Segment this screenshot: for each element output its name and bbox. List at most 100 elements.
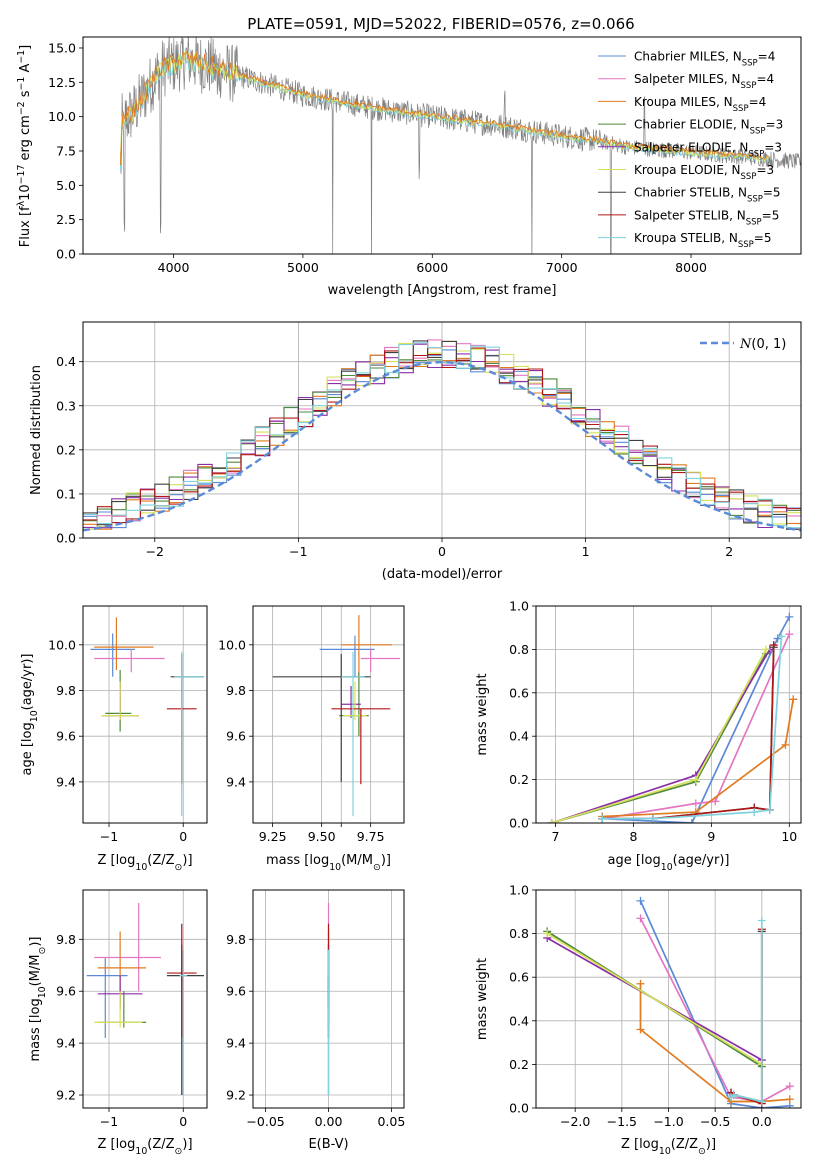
spectrum-ytick-label: 5.0	[56, 178, 76, 193]
y-axis-label: mass weight	[475, 958, 490, 1040]
axes-frame	[82, 605, 208, 824]
weight-Z-xtick-label: 0.0	[752, 1114, 772, 1129]
age-Z-xtick-label: 0	[179, 829, 187, 844]
y-axis-label-part: (age/yr)]	[20, 654, 35, 711]
mass-Z-xtick-label: 0	[179, 1114, 187, 1129]
weight-marker	[785, 630, 794, 639]
errorbar-point	[331, 708, 391, 785]
legend-entry: Kroupa STELIB, NSSP=5	[634, 231, 772, 250]
legend-entry-part: SSP	[741, 81, 757, 91]
legend-entry: Kroupa ELODIE, NSSP=3	[634, 163, 774, 182]
y-axis-label: Normed distribution	[29, 365, 44, 495]
spectrum-xtick-label: 4000	[158, 260, 190, 275]
residuals-ytick-label: 0.1	[56, 486, 76, 501]
axes-frame	[252, 605, 405, 824]
legend-entry-part: =4	[758, 50, 776, 64]
weight-line	[730, 931, 763, 1103]
legend-entry-part: SSP	[746, 217, 762, 227]
weight-marker	[769, 641, 778, 650]
mass-EBV-ytick-label: 9.4	[226, 1036, 246, 1051]
x-axis-label-part: Z [log	[97, 853, 135, 868]
weight-age-plot	[547, 612, 798, 823]
errorbar-point	[101, 681, 139, 721]
x-axis-label-part: ⊙	[698, 1146, 706, 1157]
x-axis-label: wavelength [Angstrom, rest frame]	[328, 283, 557, 298]
legend-entry-part: Salpeter STELIB, N	[634, 208, 746, 222]
weight-line	[602, 616, 791, 823]
y-axis-label-part: −1	[16, 50, 27, 64]
x-axis-label-part: 10	[329, 862, 341, 873]
y-axis-label-part: s	[18, 90, 33, 101]
legend-entry-part: SSP	[747, 195, 763, 205]
weight-Z-ytick-label: 0.4	[509, 1013, 529, 1028]
age-mass-xtick-label: 9.75	[357, 829, 385, 844]
residuals-ytick-label: 0.4	[56, 354, 76, 369]
legend-entry: Chabrier MILES, NSSP=4	[634, 50, 775, 69]
x-axis-label: Z [log10(Z/Z⊙)]	[97, 853, 192, 873]
y-axis-label-part: )]	[28, 937, 43, 947]
x-axis-label-part: ⊙	[175, 862, 183, 873]
y-axis-label-part: 10	[18, 184, 33, 201]
age-Z-ytick-label: 9.8	[56, 683, 76, 698]
legend-entry-part: =3	[766, 118, 784, 132]
legend-entry-part: SSP	[741, 172, 757, 182]
weight-marker	[757, 1097, 766, 1106]
y-axis-label-part: mass [log	[28, 998, 43, 1061]
figure-title: PLATE=0591, MJD=52022, FIBERID=0576, z=0…	[247, 15, 634, 33]
legend-entry-part: =4	[756, 72, 774, 86]
residuals-xtick-label: 0	[438, 544, 446, 559]
errorbar-point	[90, 633, 135, 677]
weight-Z-xtick-label: −1.0	[653, 1114, 683, 1129]
y-axis-label: mass weight	[475, 673, 490, 755]
legend-entry: Chabrier ELODIE, NSSP=3	[634, 118, 783, 137]
mass-Z-ytick-label: 9.2	[56, 1088, 76, 1103]
mass-EBV-xtick-label: 0.00	[315, 1114, 343, 1129]
weight-age-ytick-label: 0.2	[509, 772, 529, 787]
spectrum-xtick-label: 8000	[675, 260, 707, 275]
x-axis-label: age [log10(age/yr)]	[608, 853, 730, 873]
histogram-step	[83, 342, 801, 529]
x-axis-label-part: (Z/Z	[671, 1137, 698, 1152]
spectrum-xtick-label: 7000	[546, 260, 578, 275]
weight-age-xtick-label: 8	[629, 829, 637, 844]
y-axis-label-part: λ	[16, 200, 27, 206]
residuals-plot	[83, 339, 801, 532]
weight-age-ytick-label: 1.0	[509, 599, 529, 614]
errorbar-point	[94, 991, 143, 1028]
spectrum-model-line	[120, 53, 770, 171]
legend-entry-part: SSP	[738, 240, 754, 250]
legend-entry: Salpeter STELIB, NSSP=5	[634, 208, 779, 227]
weight-marker	[547, 819, 556, 823]
legend-entry-part: =5	[763, 186, 781, 200]
weight-line	[602, 647, 775, 820]
weight-Z-plot	[543, 896, 794, 1108]
weight-marker	[757, 916, 766, 925]
legend-entry-part: Kroupa STELIB, N	[634, 231, 738, 245]
weight-Z-ytick-label: 0.0	[509, 1101, 529, 1116]
weight-marker	[543, 929, 552, 938]
weight-age-xtick-label: 10	[781, 829, 797, 844]
y-axis-label-part: 10	[37, 986, 48, 998]
weight-marker	[598, 814, 607, 823]
weight-line	[602, 699, 795, 818]
age-Z-plot	[90, 617, 205, 817]
spectrum-ytick-label: 12.5	[48, 75, 76, 90]
weight-marker	[729, 1090, 738, 1099]
weight-age-ytick-label: 0.8	[509, 642, 529, 657]
x-axis-label-part: (age/yr)]	[673, 853, 730, 868]
spectrum-plot	[120, 37, 801, 254]
mass-EBV-ytick-label: 9.8	[226, 932, 246, 947]
legend-entry-part: Kroupa ELODIE, N	[634, 163, 741, 177]
mass-EBV-ytick-label: 9.2	[226, 1088, 246, 1103]
mass-Z-ytick-label: 9.6	[56, 984, 76, 999]
weight-age-ytick-label: 0.0	[509, 816, 529, 831]
legend-entry-part: Salpeter MILES, N	[634, 72, 741, 86]
legend-entry-part: Chabrier ELODIE, N	[634, 118, 750, 132]
weight-marker	[785, 1095, 794, 1104]
x-axis-label-part: ⊙	[373, 862, 381, 873]
spectrum-xtick-label: 5000	[287, 260, 319, 275]
residuals-ytick-label: 0.0	[56, 531, 76, 546]
weight-age-ytick-label: 0.6	[509, 685, 529, 700]
